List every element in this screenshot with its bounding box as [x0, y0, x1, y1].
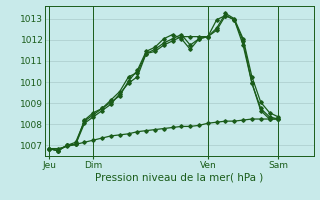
X-axis label: Pression niveau de la mer( hPa ): Pression niveau de la mer( hPa )	[95, 173, 263, 183]
